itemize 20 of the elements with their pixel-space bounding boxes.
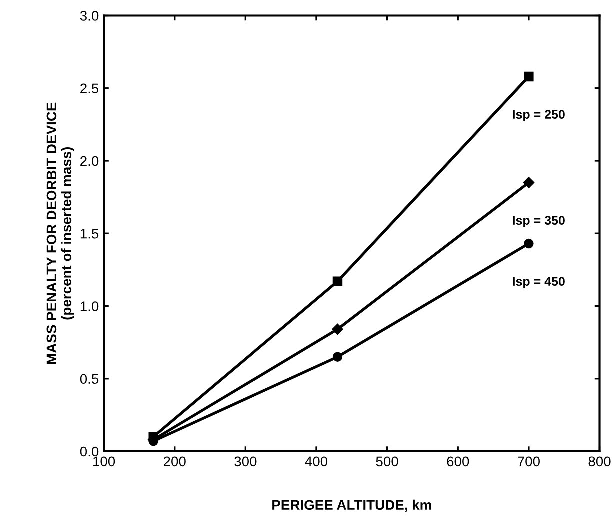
y-tick-label: 0.0 xyxy=(80,446,99,457)
y-tick-label: 1.0 xyxy=(80,302,99,312)
x-tick-label: 300 xyxy=(234,456,257,467)
series-label: Isp = 350 xyxy=(513,216,565,228)
y-tick-label: 2.0 xyxy=(80,156,99,166)
x-tick-label: 100 xyxy=(94,456,116,467)
y-tick-label: 3.0 xyxy=(80,11,99,21)
x-tick-label: 800 xyxy=(588,456,611,467)
y-tick-label: 0.5 xyxy=(80,374,99,384)
x-tick-label: 200 xyxy=(164,456,186,467)
x-tick-label: 500 xyxy=(376,456,398,467)
x-axis-title: PERIGEE ALTITUDE, km xyxy=(272,500,432,512)
y-tick-label: 1.5 xyxy=(80,229,99,239)
x-tick-label: 700 xyxy=(518,456,540,467)
y-tick-label: 2.5 xyxy=(80,84,99,94)
x-tick-label: 600 xyxy=(447,456,470,467)
y-axis-title: MASS PENALTY FOR DEORBIT DEVICE (percent of inserted mass) xyxy=(46,102,74,364)
series-label: Isp = 450 xyxy=(513,277,565,289)
x-tick-label: 400 xyxy=(305,456,328,467)
series-label: Isp = 250 xyxy=(513,110,565,122)
